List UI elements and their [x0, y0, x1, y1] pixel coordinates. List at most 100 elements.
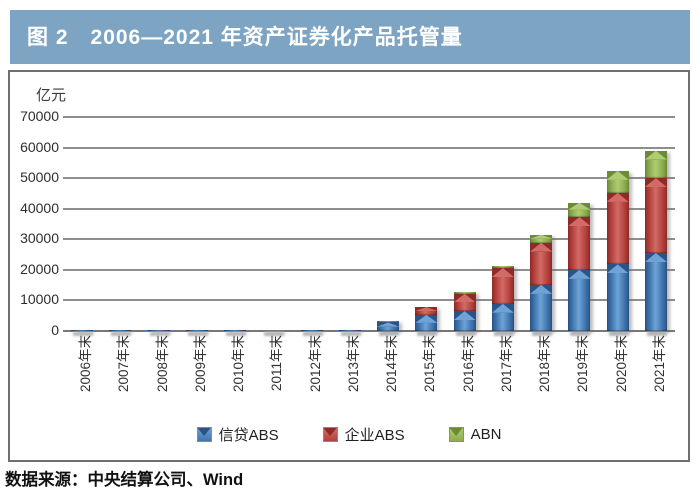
segment-bevel-highlight: [606, 192, 629, 202]
legend-item-企业ABS: 企业ABS: [322, 424, 405, 445]
bar-2008年末: [147, 329, 170, 331]
y-tick-30000: 30000: [20, 230, 59, 247]
bar-2020年末: [606, 170, 629, 331]
segment-bevel-highlight: [568, 216, 591, 226]
segment-bevel-highlight: [530, 234, 553, 239]
bar-ground-shadow: [417, 332, 438, 336]
bar-segment-ABN: [530, 234, 553, 243]
bar-ground-shadow: [340, 332, 361, 336]
legend-item-ABN: ABN: [448, 426, 501, 443]
bar-ground-shadow: [111, 332, 132, 336]
bar-segment-ABN: [644, 150, 667, 179]
x-tick-2014年末: 2014年末: [384, 335, 400, 393]
y-tick-50000: 50000: [20, 169, 59, 186]
segment-bevel: [606, 170, 629, 180]
x-tick-2012年末: 2012年末: [307, 335, 323, 393]
segment-bevel-highlight: [415, 314, 438, 323]
data-source-note: 数据来源：中央结算公司、Wind: [5, 471, 244, 489]
gridline-60000: [63, 146, 675, 149]
gridline-20000: [63, 268, 675, 271]
bar-segment-企业ABS: [568, 216, 591, 270]
segment-bevel-highlight: [606, 170, 629, 180]
bar-segment-信贷ABS: [606, 264, 629, 331]
segment-bevel: [606, 192, 629, 202]
plot-area: 0 10000 20000 30000 40000 50000 60000 70000: [20, 108, 675, 338]
x-tick-2017年末: 2017年末: [498, 335, 514, 393]
bar-2019年末: [568, 202, 591, 331]
segment-bevel: [568, 269, 591, 279]
x-tick-2021年末: 2021年末: [651, 335, 667, 393]
legend-swatch-gloss: [449, 428, 463, 437]
bar-ground-shadow: [73, 332, 94, 336]
bar-segment-信贷ABS: [338, 330, 361, 331]
y-tick-60000: 60000: [20, 138, 59, 155]
bar-2007年末: [109, 330, 132, 331]
x-tick-2008年末: 2008年末: [154, 335, 170, 393]
segment-bevel-highlight: [568, 202, 591, 210]
segment-bevel: [644, 178, 667, 188]
bar-segment-信贷ABS: [224, 330, 247, 331]
bar-segment-企业ABS: [453, 293, 476, 312]
x-tick-2007年末: 2007年末: [116, 335, 132, 393]
bar-2013年末: [338, 329, 361, 331]
segment-bevel: [377, 322, 400, 327]
x-tick-2019年末: 2019年末: [575, 335, 591, 393]
segment-bevel-highlight: [568, 269, 591, 279]
bar-segment-企业ABS: [530, 242, 553, 285]
segment-bevel: [568, 216, 591, 226]
bar-segment-ABN: [568, 202, 591, 217]
legend-swatch-icon: [322, 427, 338, 442]
x-tick-2006年末: 2006年末: [78, 335, 94, 393]
x-tick-2009年末: 2009年末: [192, 335, 208, 393]
segment-bevel: [453, 293, 476, 303]
y-tick-70000: 70000: [20, 108, 59, 124]
segment-bevel-highlight: [644, 150, 667, 160]
y-axis-unit-label: 亿元: [36, 87, 67, 104]
segment-bevel: [491, 303, 514, 313]
segment-bevel: [415, 307, 438, 311]
legend-swatch-gloss: [197, 428, 211, 437]
segment-bevel-highlight: [453, 311, 476, 321]
bar-segment-企业ABS: [491, 268, 514, 304]
x-tick-2011年末: 2011年末: [269, 335, 285, 392]
bar-2018年末: [530, 234, 553, 331]
x-tick-2013年末: 2013年末: [345, 335, 361, 393]
y-tick-0: 0: [51, 322, 59, 338]
bar-segment-信贷ABS: [185, 330, 208, 331]
bar-ground-shadow: [532, 332, 553, 336]
segment-bevel: [644, 150, 667, 160]
bar-segment-信贷ABS: [109, 330, 132, 331]
bar-segment-信贷ABS: [644, 253, 667, 331]
segment-bevel: [453, 311, 476, 321]
gridline-0: [63, 330, 675, 332]
segment-bevel-highlight: [644, 253, 667, 263]
segment-bevel-highlight: [644, 178, 667, 188]
bar-ground-shadow: [226, 332, 247, 336]
bar-2006年末: [71, 330, 94, 331]
bar-segment-信贷ABS: [530, 284, 553, 331]
gridline-70000: [63, 116, 675, 118]
gridline-50000: [63, 177, 675, 180]
bar-2014年末: [377, 321, 400, 331]
legend-label: 企业ABS: [344, 427, 405, 444]
bar-segment-信贷ABS: [377, 322, 400, 331]
bar-segment-信贷ABS: [453, 311, 476, 331]
segment-bevel: [606, 264, 629, 274]
bar-ground-shadow: [608, 332, 629, 336]
x-tick-2018年末: 2018年末: [537, 335, 553, 393]
legend-swatch-icon: [196, 427, 212, 442]
x-tick-2015年末: 2015年末: [422, 335, 438, 393]
bar-2009年末: [185, 330, 208, 331]
segment-bevel-highlight: [377, 322, 400, 327]
segment-bevel-highlight: [415, 307, 438, 311]
x-tick-2016年末: 2016年末: [460, 335, 476, 393]
bar-segment-企业ABS: [606, 192, 629, 265]
segment-bevel: [644, 253, 667, 263]
segment-bevel-highlight: [491, 303, 514, 313]
bar-segment-信贷ABS: [300, 330, 323, 331]
segment-bevel: [530, 242, 553, 252]
segment-bevel-highlight: [530, 242, 553, 252]
segment-bevel-highlight: [606, 264, 629, 274]
segment-bevel-highlight: [530, 284, 553, 294]
